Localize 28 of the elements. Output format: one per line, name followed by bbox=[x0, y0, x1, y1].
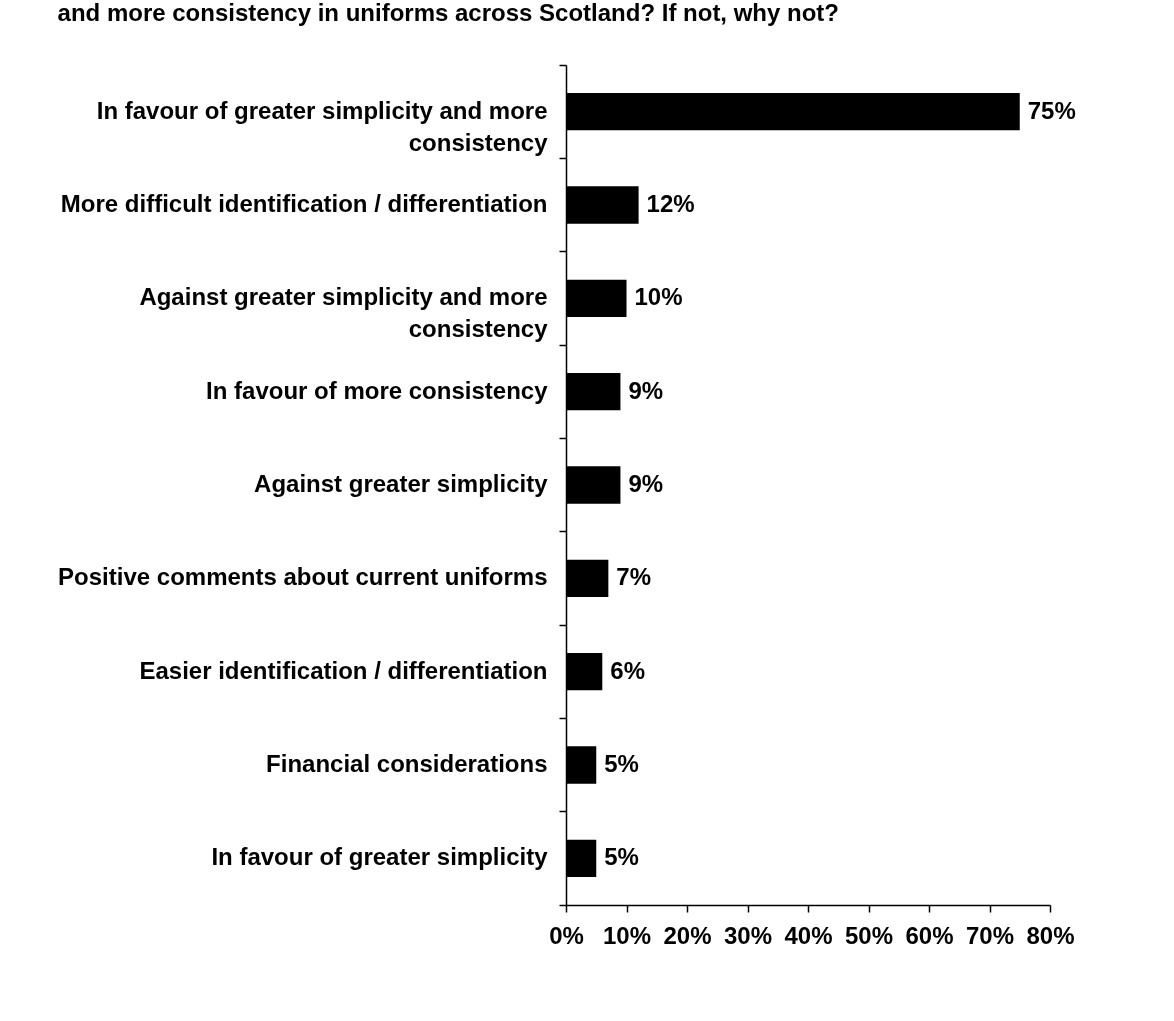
x-tick-label: 50% bbox=[844, 921, 894, 949]
y-tick-label: In favour of greater simplicity bbox=[211, 843, 549, 871]
data-label: 5% bbox=[604, 843, 639, 871]
x-tick-label: 20% bbox=[663, 921, 712, 949]
y-tick-label: Positive comments about current uniforms bbox=[58, 563, 548, 591]
y-tick-label: Financial considerations bbox=[266, 750, 548, 777]
x-tick-label: 80% bbox=[1026, 921, 1075, 949]
data-label: 6% bbox=[610, 656, 645, 684]
data-label: 75% bbox=[1027, 96, 1076, 124]
y-tick-label: Against greater simplicity and more consistency bbox=[139, 283, 549, 343]
x-tick-label: 70% bbox=[965, 921, 1015, 949]
y-tick-label: Easier identification / differentiation bbox=[139, 656, 548, 684]
x-tick-label: 40% bbox=[784, 921, 833, 949]
data-label: 7% bbox=[616, 563, 652, 591]
data-label: 10% bbox=[634, 283, 683, 311]
data-label: 12% bbox=[646, 190, 695, 217]
x-tick-label: 30% bbox=[723, 921, 773, 949]
data-label: 9% bbox=[628, 470, 664, 497]
y-tick-label: In favour of more consistency bbox=[206, 376, 549, 404]
data-label: 9% bbox=[628, 376, 664, 404]
y-tick-label: In favour of greater simplicity and more consistency bbox=[96, 96, 549, 156]
x-tick-label: 10% bbox=[602, 921, 652, 949]
y-tick-label: More difficult identification / differentiation bbox=[60, 190, 548, 217]
chart-title: and more consistency in uniforms across Scotland? If not, why not? bbox=[57, 0, 840, 26]
data-label: 5% bbox=[604, 750, 639, 777]
y-tick-label: Against greater simplicity bbox=[254, 470, 549, 497]
x-tick-label: 60% bbox=[905, 921, 954, 949]
x-tick-label: 0% bbox=[549, 921, 584, 949]
